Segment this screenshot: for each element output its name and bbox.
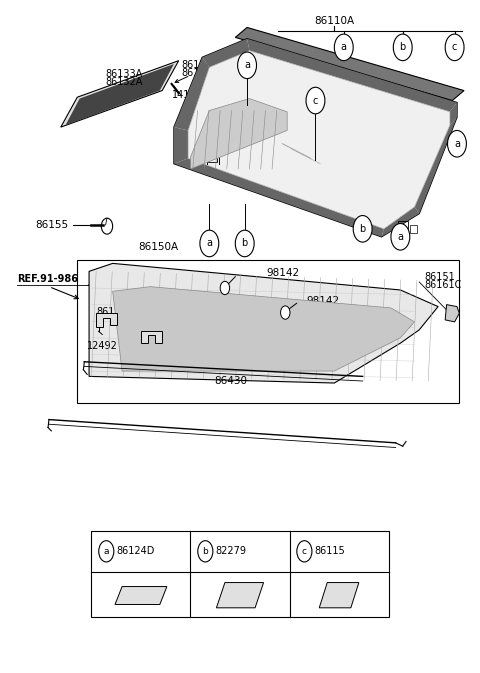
Text: 86115: 86115: [315, 546, 346, 557]
Polygon shape: [382, 207, 419, 237]
Text: 86139: 86139: [181, 68, 212, 78]
Text: 86157: 86157: [157, 338, 188, 348]
Text: 86154A: 86154A: [96, 307, 133, 316]
Circle shape: [445, 34, 464, 61]
Text: a: a: [206, 238, 212, 248]
Text: a: a: [341, 42, 347, 52]
Text: c: c: [313, 96, 318, 106]
Polygon shape: [174, 57, 209, 131]
Polygon shape: [191, 98, 287, 169]
Circle shape: [200, 230, 219, 256]
Text: 1416BA: 1416BA: [172, 90, 209, 100]
Text: 86430: 86430: [214, 376, 247, 386]
Bar: [398, 221, 408, 233]
Polygon shape: [65, 64, 174, 125]
Text: 86151: 86151: [424, 272, 455, 282]
Text: 86155: 86155: [35, 220, 68, 230]
Polygon shape: [174, 158, 384, 237]
Polygon shape: [89, 263, 438, 383]
Text: b: b: [360, 224, 366, 234]
Circle shape: [391, 223, 410, 250]
Polygon shape: [445, 305, 459, 322]
Polygon shape: [450, 102, 457, 125]
Text: a: a: [397, 232, 403, 242]
Circle shape: [99, 540, 114, 562]
Text: 86124D: 86124D: [117, 546, 155, 557]
Text: 82279: 82279: [216, 546, 247, 557]
Text: 98142: 98142: [266, 268, 299, 278]
Text: 86132A: 86132A: [106, 77, 143, 87]
Bar: [91, 530, 389, 617]
Text: 86161C: 86161C: [424, 280, 461, 289]
Text: 86130: 86130: [412, 119, 445, 129]
Polygon shape: [216, 583, 264, 608]
Text: a: a: [244, 61, 250, 70]
Polygon shape: [115, 587, 167, 604]
Circle shape: [393, 34, 412, 61]
Circle shape: [335, 34, 353, 61]
Bar: [77, 260, 459, 403]
Bar: [410, 225, 417, 233]
Polygon shape: [319, 583, 359, 608]
Text: 12492: 12492: [87, 341, 118, 351]
Text: 98142: 98142: [306, 296, 339, 306]
Polygon shape: [141, 331, 162, 343]
Text: 86150A: 86150A: [139, 242, 179, 252]
Polygon shape: [61, 61, 179, 127]
Text: 86110A: 86110A: [314, 15, 354, 26]
Polygon shape: [113, 287, 415, 371]
Circle shape: [238, 52, 256, 79]
Circle shape: [306, 87, 325, 114]
Circle shape: [353, 215, 372, 242]
Text: a: a: [454, 139, 460, 149]
Circle shape: [297, 540, 312, 562]
Text: c: c: [452, 42, 457, 52]
Circle shape: [198, 540, 213, 562]
Circle shape: [220, 281, 229, 295]
Polygon shape: [202, 39, 250, 67]
Text: a: a: [104, 547, 109, 556]
Bar: [208, 153, 217, 162]
Text: b: b: [399, 42, 406, 52]
Circle shape: [447, 131, 467, 157]
Polygon shape: [188, 50, 450, 229]
Text: c: c: [302, 547, 307, 556]
Text: b: b: [203, 547, 208, 556]
Circle shape: [101, 218, 113, 234]
Polygon shape: [174, 127, 188, 164]
Circle shape: [235, 230, 254, 256]
Text: 86133A: 86133A: [106, 69, 143, 79]
Polygon shape: [174, 39, 457, 237]
Polygon shape: [415, 117, 457, 213]
Circle shape: [281, 306, 290, 319]
Text: 86138: 86138: [181, 61, 212, 70]
Polygon shape: [247, 39, 457, 112]
Polygon shape: [235, 28, 464, 100]
Text: b: b: [241, 238, 248, 248]
Text: REF.91-986: REF.91-986: [17, 274, 78, 284]
Polygon shape: [96, 313, 118, 326]
